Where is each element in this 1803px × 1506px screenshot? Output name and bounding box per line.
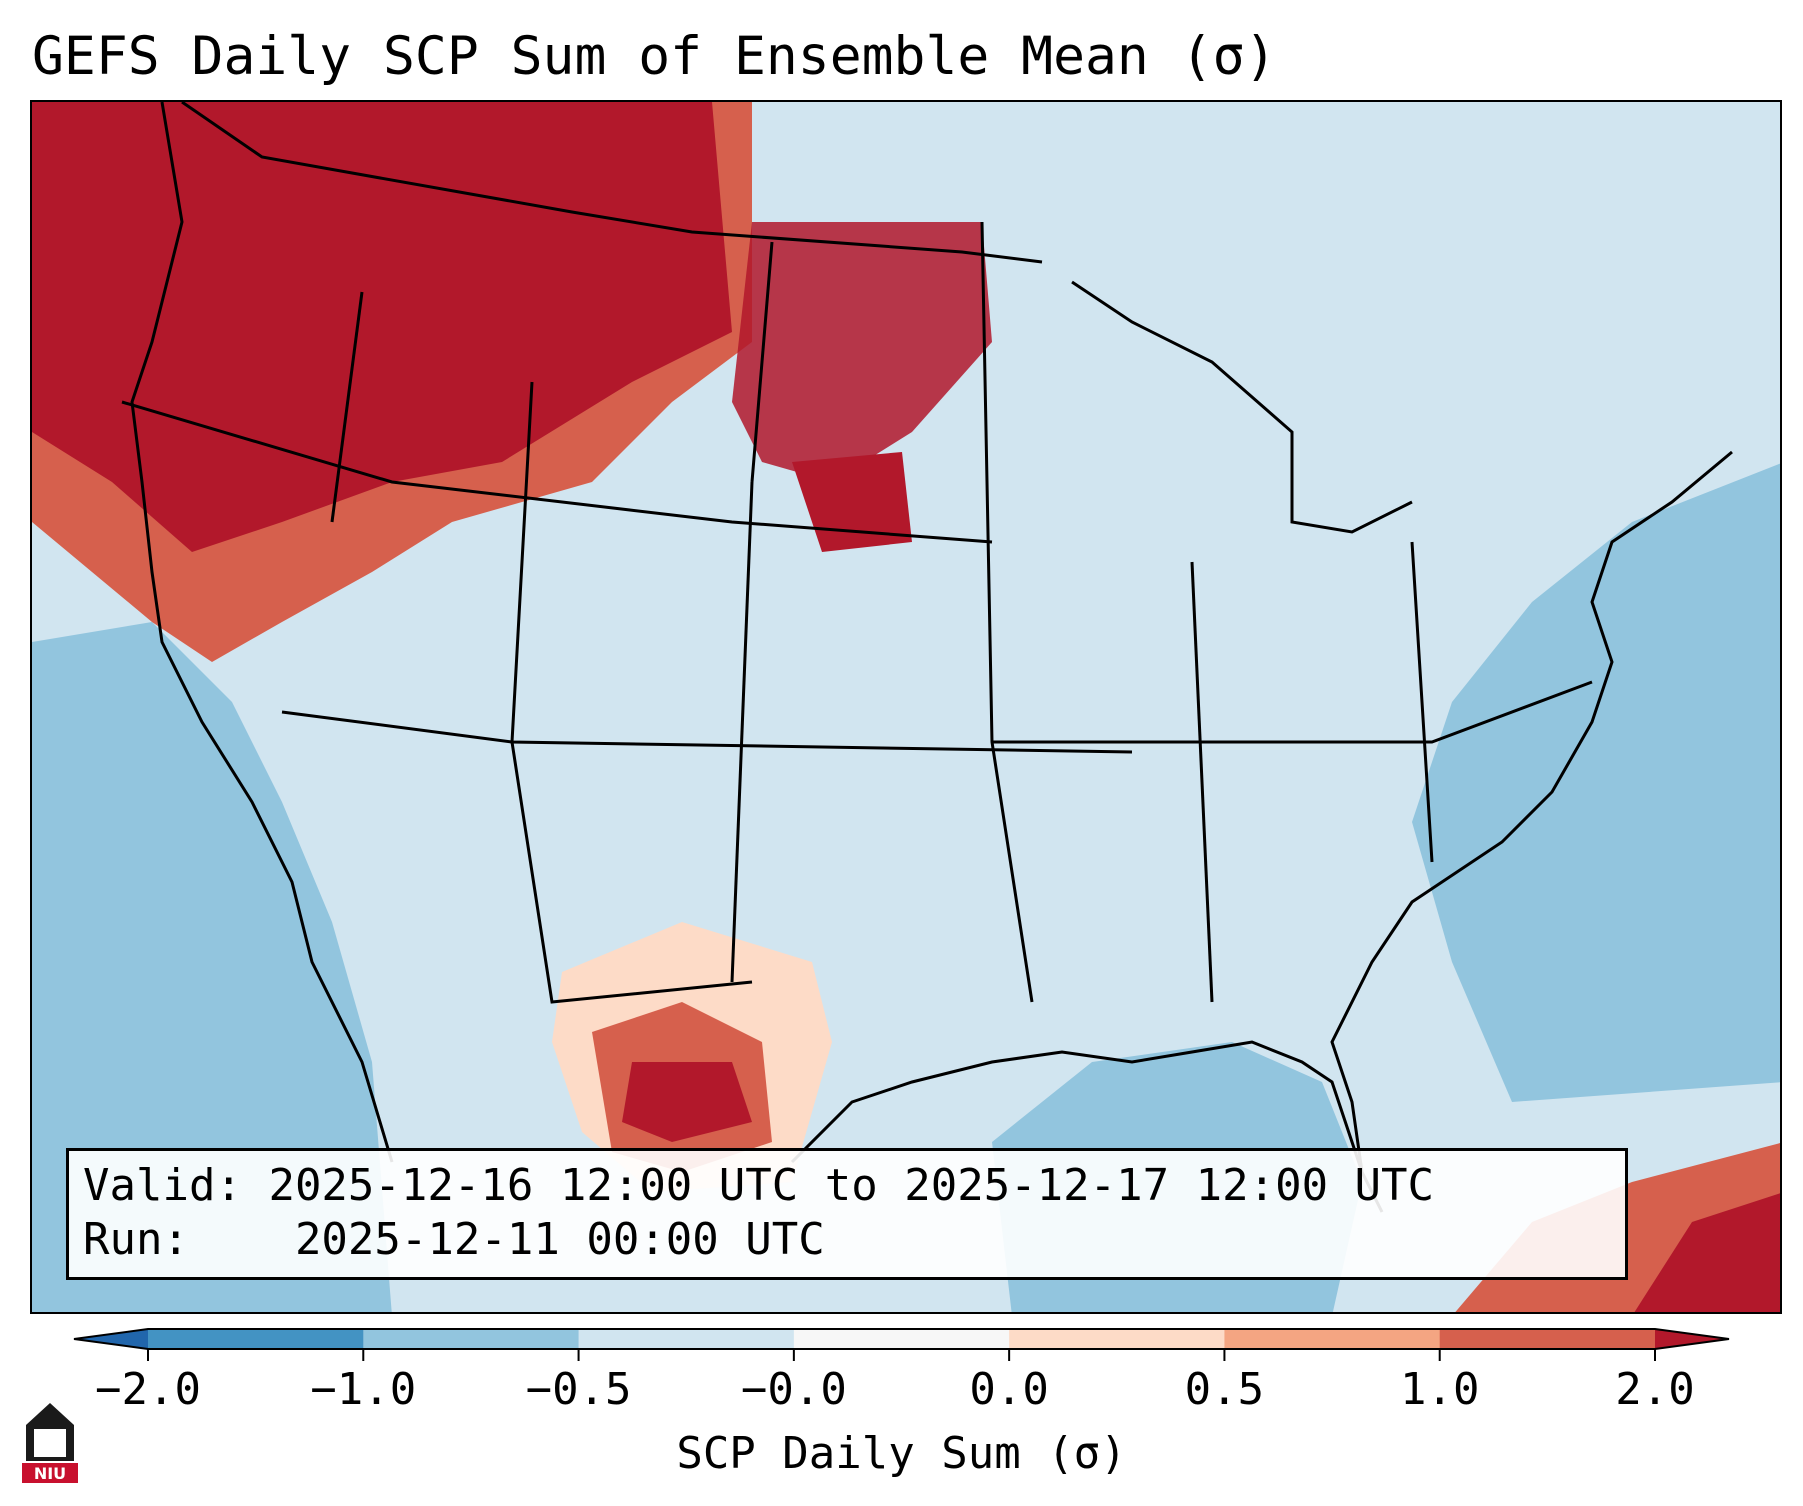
logo-text: NIU — [34, 1464, 66, 1483]
caribbean-core — [1634, 1193, 1780, 1312]
colorbar-extend-low — [74, 1329, 148, 1349]
colorbar-tick-label: −1.0 — [310, 1364, 417, 1415]
east-coast-line — [1330, 450, 1733, 1173]
colorbar-tick-label: 2.0 — [1615, 1364, 1695, 1415]
run-label: Run: — [83, 1214, 189, 1265]
window-icon — [34, 1429, 66, 1457]
canada-border-line — [181, 102, 1043, 264]
colorbar-tick-label: 0.0 — [969, 1364, 1049, 1415]
colorbar-tick-label: −0.5 — [525, 1364, 632, 1415]
positive-anomaly-fields — [32, 102, 1780, 1312]
state-border-6 — [992, 680, 1593, 744]
pacific-northwest-core — [32, 102, 732, 552]
south-texas-peak — [622, 1062, 752, 1142]
colorbar-segment — [1009, 1329, 1225, 1349]
borders — [121, 102, 1733, 1213]
west-coast-line — [130, 102, 394, 1163]
map-panel — [30, 100, 1782, 1314]
colorbar-segments — [73, 1328, 1730, 1350]
colorbar-tick-label: −0.0 — [740, 1364, 847, 1415]
validity-info-box: Valid: 2025-12-16 12:00 UTC to 2025-12-1… — [66, 1148, 1628, 1280]
colorbar-extend-high — [1655, 1329, 1729, 1349]
valid-label: Valid: — [83, 1160, 242, 1211]
colorbar-ticks — [147, 1349, 1656, 1361]
colorbar-label: SCP Daily Sum (σ) — [676, 1428, 1127, 1479]
colorbar-tick-label: 1.0 — [1399, 1364, 1480, 1415]
state-border-9 — [1410, 541, 1434, 863]
state-border-5 — [730, 481, 754, 983]
colorbar-segment — [1224, 1329, 1441, 1349]
state-border-8 — [330, 291, 364, 523]
gulf-coast-line — [790, 1040, 1384, 1213]
colorbar-segment — [148, 1329, 364, 1349]
atlantic-ocean-field — [1412, 463, 1780, 1102]
scp-map — [32, 102, 1780, 1312]
colorbar-tick-label: 0.5 — [1184, 1364, 1265, 1415]
colorbar-segment — [578, 1329, 795, 1349]
niu-logo: NIU — [22, 1403, 78, 1483]
colorbar-tick-label: −2.0 — [95, 1364, 201, 1415]
run-value: 2025-12-11 00:00 UTC — [294, 1214, 825, 1265]
state-border-7 — [1190, 561, 1214, 1003]
state-border-1 — [121, 400, 993, 544]
colorbar — [73, 1328, 1730, 1361]
colorbar-segment — [793, 1329, 1010, 1349]
great-lakes-line — [1071, 280, 1413, 534]
pacific-ocean-field — [32, 622, 392, 1312]
state-border-10 — [750, 241, 774, 483]
map-title: GEFS Daily SCP Sum of Ensemble Mean (σ) — [32, 26, 1277, 87]
colorbar-segment — [363, 1329, 580, 1349]
northern-plains-field — [732, 222, 992, 482]
dakotas-patch — [792, 452, 912, 552]
valid-value: 2025-12-16 12:00 UTC to 2025-12-17 12:00… — [268, 1160, 1435, 1211]
state-border-4 — [281, 710, 753, 1004]
logo-band — [22, 1463, 78, 1483]
colorbar-segment — [1439, 1329, 1656, 1349]
